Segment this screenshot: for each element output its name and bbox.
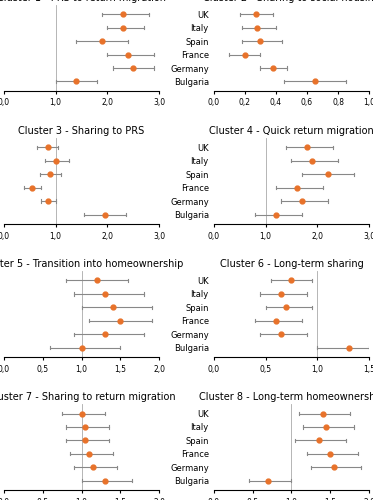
- Title: Cluster 5 - Transition into homeownership: Cluster 5 - Transition into homeownershi…: [0, 259, 184, 269]
- Title: Cluster 2 - Sharing to social housing: Cluster 2 - Sharing to social housing: [203, 0, 373, 3]
- Title: Cluster 6 - Long-term sharing: Cluster 6 - Long-term sharing: [220, 259, 363, 269]
- Title: Cluster 8 - Long-term homeownership: Cluster 8 - Long-term homeownership: [199, 392, 373, 402]
- Title: Cluster 3 - Sharing to PRS: Cluster 3 - Sharing to PRS: [18, 126, 145, 136]
- Title: Cluster 7 - Sharing to return migration: Cluster 7 - Sharing to return migration: [0, 392, 175, 402]
- Title: Cluster 4 - Quick return migration: Cluster 4 - Quick return migration: [209, 126, 373, 136]
- Title: Cluster 1 - PRS to return migration: Cluster 1 - PRS to return migration: [0, 0, 166, 3]
